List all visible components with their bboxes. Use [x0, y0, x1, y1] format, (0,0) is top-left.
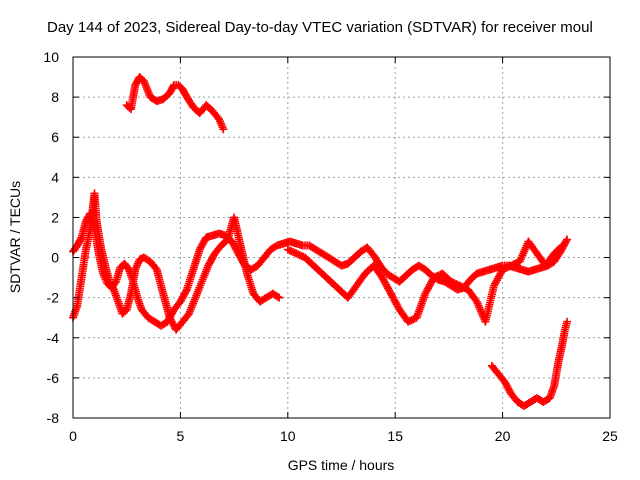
data-point — [123, 264, 132, 273]
series-segment-3 — [283, 237, 567, 326]
data-point — [273, 292, 282, 301]
grid-layer — [73, 57, 610, 418]
x-tick-label: 25 — [602, 428, 618, 444]
x-tick-label: 0 — [69, 428, 77, 444]
y-tick-label: 8 — [51, 89, 59, 105]
data-point — [562, 237, 571, 246]
data-point — [219, 125, 228, 134]
data-point — [108, 284, 117, 293]
data-point — [558, 241, 567, 250]
data-layer — [69, 73, 572, 410]
y-axis-label: SDTVAR / TECUs — [7, 181, 23, 293]
data-point — [76, 235, 85, 244]
y-tick-label: 10 — [43, 49, 59, 65]
y-tick-label: -8 — [47, 410, 60, 426]
chart-title: Day 144 of 2023, Sidereal Day-to-day VTE… — [47, 19, 593, 36]
series-segment-2 — [69, 189, 284, 334]
x-tick-label: 5 — [177, 428, 185, 444]
y-tick-label: 2 — [51, 209, 59, 225]
y-tick-label: 6 — [51, 129, 59, 145]
plot-frame — [72, 56, 611, 419]
data-point — [557, 242, 566, 251]
y-tick-label: -6 — [47, 370, 60, 386]
data-point — [563, 317, 572, 326]
x-axis-label: GPS time / hours — [288, 457, 395, 473]
x-tick-label: 15 — [387, 428, 403, 444]
series-segment-4 — [122, 73, 228, 134]
data-point — [181, 287, 190, 296]
data-point — [151, 263, 160, 272]
x-tick-label: 20 — [495, 428, 511, 444]
y-tick-label: -4 — [47, 330, 60, 346]
y-tick-label: 4 — [51, 169, 59, 185]
data-point — [275, 293, 284, 302]
x-tick-label: 10 — [280, 428, 296, 444]
y-tick-label: -2 — [47, 290, 60, 306]
tick-layer: 0 5 10 15 20 25 -8 -6 -4 -2 0 2 4 6 8 10 — [43, 49, 618, 444]
data-point — [563, 235, 572, 244]
series-segment-5 — [487, 317, 572, 410]
y-tick-label: 0 — [51, 250, 59, 266]
